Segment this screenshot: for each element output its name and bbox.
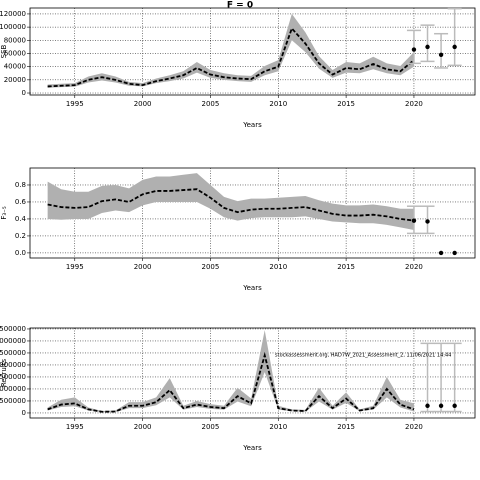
x-tick-label: 2000	[134, 423, 152, 431]
y-tick-label: 60000	[4, 49, 26, 57]
x-tick-label: 2000	[134, 100, 152, 108]
estimate-line	[47, 351, 415, 413]
y-tick-label: 100000	[0, 23, 26, 31]
x-tick-label: 2020	[405, 263, 423, 271]
y-tick-label: 0.8	[15, 181, 26, 189]
plot-frame	[29, 167, 476, 259]
y-tick-label: 1500000	[0, 373, 26, 381]
y-axis-label: Recruits	[0, 358, 8, 387]
x-axis-label: Years	[242, 444, 262, 452]
x-axis-label: Years	[242, 284, 262, 292]
x-tick-label: 2005	[202, 263, 220, 271]
y-tick-label: 3500000	[0, 325, 26, 333]
confidence-band	[47, 173, 414, 230]
y-tick-label: 2500000	[0, 349, 26, 357]
y-tick-label: 500000	[0, 397, 26, 405]
plot-frame	[29, 7, 476, 96]
annotation: stockassessment.org, HAD7W_2021_Assessme…	[275, 353, 451, 359]
plot-frame	[29, 327, 476, 419]
x-tick-label: 2005	[202, 100, 220, 108]
projection-point	[452, 44, 457, 50]
estimate-line	[47, 188, 415, 222]
confidence-band	[47, 13, 414, 88]
projection-point	[438, 403, 444, 408]
y-tick-label: 3000000	[0, 337, 26, 345]
y-tick-label: 40000	[4, 63, 26, 71]
y-tick-label: 0.4	[15, 215, 27, 223]
y-tick-label: 2000000	[0, 361, 26, 369]
y-tick-label: 20000	[4, 76, 26, 84]
x-tick-label: 2015	[337, 423, 355, 431]
y-tick-label: 80000	[4, 36, 26, 44]
y-tick-label: 0.6	[15, 198, 27, 206]
projection-point	[425, 44, 430, 50]
projection-point	[438, 250, 444, 256]
projection-point	[452, 250, 457, 256]
y-axis-label: SSB	[0, 44, 8, 58]
projection-point	[425, 219, 430, 224]
x-tick-label: 2010	[269, 100, 287, 108]
y-tick-label: 0	[22, 89, 26, 97]
x-tick-label: 1995	[66, 100, 84, 108]
chart-title: F = 0	[227, 1, 253, 11]
x-tick-label: 2020	[405, 100, 423, 108]
y-tick-label: 0	[22, 409, 26, 417]
x-tick-label: 1995	[66, 263, 84, 271]
projection-point	[411, 218, 417, 223]
x-tick-label: 2020	[405, 423, 423, 431]
projection-point	[425, 403, 430, 408]
x-tick-label: 2010	[269, 423, 287, 431]
confidence-band	[47, 330, 414, 413]
projection-point	[452, 403, 457, 408]
y-axis-label: F₃₋₅	[0, 206, 8, 220]
x-tick-label: 2015	[337, 263, 355, 271]
x-axis-label: Years	[242, 121, 262, 129]
y-tick-label: 0.2	[15, 232, 26, 240]
x-tick-label: 2010	[269, 263, 287, 271]
y-tick-label: 120000	[0, 10, 26, 18]
x-tick-label: 2005	[202, 423, 220, 431]
y-tick-label: 1000000	[0, 385, 26, 393]
projection-point	[438, 52, 444, 57]
y-tick-label: 0.0	[15, 249, 26, 257]
x-tick-label: 2000	[134, 263, 152, 271]
x-tick-label: 1995	[66, 423, 84, 431]
projection-point	[411, 47, 417, 52]
x-tick-label: 2015	[337, 100, 355, 108]
estimate-line	[47, 26, 415, 88]
